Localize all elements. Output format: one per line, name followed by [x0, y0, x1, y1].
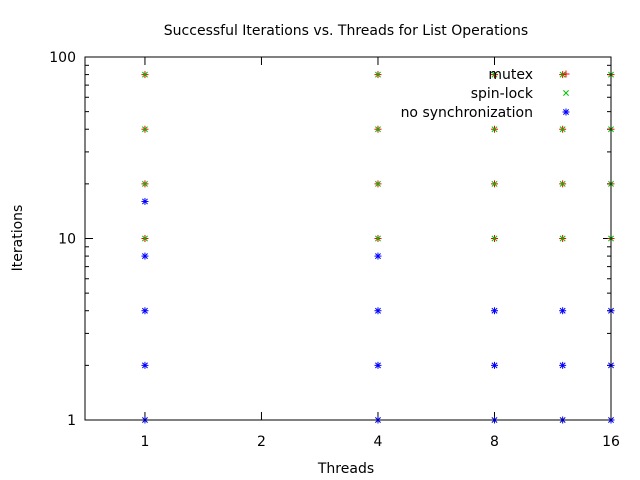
marker-stroke: [141, 307, 148, 314]
marker-stroke: [563, 90, 569, 96]
marker-stroke: [141, 198, 148, 205]
data-point: [141, 197, 149, 205]
legend: mutex spin-lock no synchronization: [401, 67, 570, 121]
marker-stroke: [374, 180, 381, 187]
marker-stroke: [491, 71, 498, 78]
legend-label: no synchronization: [401, 105, 533, 121]
data-point: [374, 71, 381, 78]
data-point: [559, 307, 567, 315]
marker-stroke: [141, 362, 148, 369]
marker-stroke: [491, 362, 498, 369]
marker-stroke: [559, 180, 566, 187]
marker-stroke: [559, 235, 566, 242]
x-tick-label: 8: [490, 434, 499, 450]
marker-stroke: [141, 235, 148, 242]
data-point: [491, 71, 498, 78]
marker-stroke: [491, 180, 498, 187]
data-point: [374, 361, 382, 369]
series-spin-lock: [141, 71, 614, 242]
plot-frame: [84, 56, 612, 421]
data-points: [141, 71, 615, 424]
marker-stroke: [559, 362, 566, 369]
marker-stroke: [141, 71, 148, 78]
data-point: [141, 180, 148, 187]
marker-stroke: [491, 235, 498, 242]
data-point: [141, 361, 149, 369]
tick-labels: 1 2 4 8 16 1 10 100: [49, 50, 620, 450]
series-mutex: [141, 71, 615, 242]
marker-stroke: [491, 307, 498, 314]
data-point: [141, 307, 149, 315]
data-point: [559, 126, 566, 133]
x-tick-label: 4: [374, 434, 383, 450]
legend-label: mutex: [488, 67, 533, 83]
marker-stroke: [141, 180, 148, 187]
marker-stroke: [374, 126, 381, 133]
x-tick-label: 16: [602, 434, 620, 450]
legend-label: spin-lock: [471, 86, 534, 102]
data-point: [491, 235, 498, 242]
data-point: [374, 235, 381, 242]
marker-stroke: [491, 126, 498, 133]
data-point: [559, 71, 566, 78]
data-point: [490, 307, 498, 315]
data-point: [374, 126, 381, 133]
marker-stroke: [374, 307, 381, 314]
marker-stroke: [141, 126, 148, 133]
x-axis-label: Threads: [317, 461, 374, 477]
legend-marker: [563, 90, 569, 96]
data-point: [141, 252, 149, 260]
y-tick-label: 100: [49, 50, 76, 66]
x-tick-label: 1: [140, 434, 149, 450]
chart-title: Successful Iterations vs. Threads for Li…: [164, 23, 528, 39]
data-point: [141, 235, 148, 242]
data-point: [374, 252, 382, 260]
data-point: [559, 361, 567, 369]
marker-stroke: [374, 71, 381, 78]
x-tick-label: 2: [257, 434, 266, 450]
marker-stroke: [559, 126, 566, 133]
marker-stroke: [563, 109, 569, 115]
marker-stroke: [559, 307, 566, 314]
data-point: [141, 71, 148, 78]
data-point: [374, 307, 382, 315]
legend-marker: [562, 70, 570, 78]
marker-stroke: [374, 362, 381, 369]
marker-stroke: [374, 235, 381, 242]
data-point: [559, 235, 566, 242]
data-point: [491, 126, 498, 133]
y-tick-label: 10: [58, 232, 76, 248]
marker-stroke: [559, 71, 566, 78]
marker-stroke: [141, 253, 148, 260]
data-point: [490, 361, 498, 369]
series-no-synchronization: [141, 197, 615, 424]
data-point: [491, 180, 498, 187]
marker-stroke: [374, 253, 381, 260]
y-tick-label: 1: [67, 413, 76, 429]
data-point: [141, 126, 148, 133]
data-point: [374, 180, 381, 187]
y-axis-label: Iterations: [10, 205, 26, 272]
legend-marker: [562, 108, 570, 116]
data-point: [559, 180, 566, 187]
